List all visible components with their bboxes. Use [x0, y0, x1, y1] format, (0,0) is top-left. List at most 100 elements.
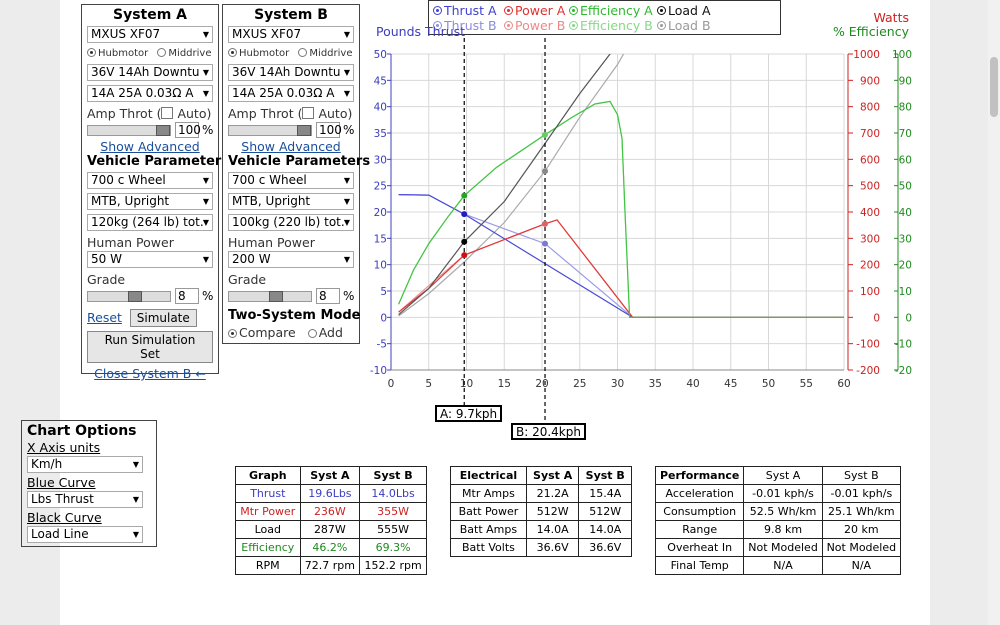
- chevron-down-icon: ▼: [132, 460, 139, 469]
- legend-power-b[interactable]: Power B: [504, 18, 565, 33]
- throttle-slider-a[interactable]: [87, 125, 171, 136]
- auto-label-b: Auto): [318, 106, 353, 121]
- table-cell: Not Modeled: [743, 538, 823, 557]
- bike-type-select-b[interactable]: MTB, Upright ▼: [228, 193, 354, 210]
- bike-type-select-a[interactable]: MTB, Upright ▼: [87, 193, 213, 210]
- chevron-down-icon: ▼: [202, 218, 209, 227]
- throttle-slider-handle-a[interactable]: [156, 125, 170, 136]
- chart-options-title: Chart Options: [27, 423, 137, 439]
- table-row: Consumption 52.5 Wh/km 25.1 Wh/km: [654, 502, 902, 521]
- chevron-down-icon: ▼: [343, 197, 350, 206]
- simulate-button[interactable]: Simulate: [129, 309, 197, 327]
- chart-options-panel: Chart Options X Axis units Km/h ▼ Blue Cu…: [21, 420, 157, 547]
- legend-load-b[interactable]: Load B: [657, 18, 711, 33]
- hubmotor-radio-a[interactable]: [87, 48, 96, 57]
- middrive-label-a: Middrive: [168, 48, 212, 59]
- grade-input-a[interactable]: 8: [175, 288, 199, 304]
- controller-select-a[interactable]: 14A 25A 0.03Ω A ▼: [87, 85, 213, 102]
- hubmotor-radio-b[interactable]: [228, 48, 237, 57]
- motor-select-a[interactable]: MXUS XF07 ▼: [87, 26, 213, 43]
- run-simulation-set-button[interactable]: Run Simulation Set: [87, 331, 213, 363]
- legend-thrust-b[interactable]: Thrust B: [433, 18, 497, 33]
- show-advanced-link-b[interactable]: Show Advanced: [241, 139, 341, 154]
- weight-select-b[interactable]: 100kg (220 lb) tot. ▼: [228, 214, 354, 231]
- table-cell: N/A: [743, 556, 823, 575]
- legend-thrust-a[interactable]: Thrust A: [433, 3, 497, 18]
- black-curve-select[interactable]: Load Line ▼: [27, 526, 143, 543]
- middrive-label-b: Middrive: [309, 48, 353, 59]
- auto-throttle-checkbox-a[interactable]: [161, 107, 174, 119]
- table-cell: 25.1 Wh/km: [821, 502, 902, 521]
- controller-select-b[interactable]: 14A 25A 0.03Ω A ▼: [228, 85, 354, 102]
- motor-select-b[interactable]: MXUS XF07 ▼: [228, 26, 354, 43]
- wheel-select-a[interactable]: 700 c Wheel ▼: [87, 172, 213, 189]
- reset-link[interactable]: Reset: [87, 310, 122, 325]
- scrollbar[interactable]: [988, 0, 1000, 625]
- table-cell: Overheat In: [654, 538, 745, 557]
- grade-slider-a[interactable]: [87, 291, 171, 302]
- table-cell: Efficiency: [235, 538, 301, 557]
- table-cell: 555W: [359, 520, 427, 539]
- legend-load-a[interactable]: Load A: [657, 3, 711, 18]
- table-cell: 512W: [525, 502, 580, 521]
- human-power-select-a[interactable]: 50 W ▼: [87, 251, 213, 268]
- table-cell: 287W: [299, 520, 361, 539]
- legend-power-a[interactable]: Power A: [504, 3, 565, 18]
- vehicle-parameters-heading-b: Vehicle Parameters: [228, 154, 371, 169]
- throttle-label-a: Amp Throt (: [87, 106, 162, 121]
- compare-radio[interactable]: [228, 329, 237, 338]
- efficiency-b-radio-icon: [569, 21, 578, 30]
- close-system-b-link[interactable]: Close System B ←: [94, 366, 206, 381]
- table-cell: Acceleration: [654, 484, 745, 503]
- legend-efficiency-b[interactable]: Efficiency B: [569, 18, 653, 33]
- table-row: Range 9.8 km 20 km: [654, 520, 902, 539]
- x-axis-units-select[interactable]: Km/h ▼: [27, 456, 143, 473]
- chevron-down-icon: ▼: [202, 68, 209, 77]
- table-row: Mtr Power 236W 355W: [235, 502, 427, 521]
- efficiency-a-radio-icon: [569, 6, 578, 15]
- table-cell: 512W: [578, 502, 632, 521]
- table-header-row: Performance Syst A Syst B: [654, 466, 902, 485]
- throttle-input-b[interactable]: 100: [316, 122, 342, 138]
- grade-slider-row-a: 8 %: [87, 287, 213, 305]
- scrollbar-thumb[interactable]: [990, 57, 998, 117]
- table-cell: Load: [235, 520, 301, 539]
- grade-slider-handle-b[interactable]: [269, 291, 283, 302]
- two-system-mode-radios: Compare Add: [228, 325, 354, 340]
- weight-select-a[interactable]: 120kg (264 lb) tot. ▼: [87, 214, 213, 231]
- table-header-row: Electrical Syst A Syst B: [450, 466, 632, 485]
- auto-throttle-checkbox-b[interactable]: [302, 107, 315, 119]
- table-row: Overheat In Not Modeled Not Modeled: [654, 538, 902, 557]
- table-row: Batt Amps 14.0A 14.0A: [450, 520, 632, 539]
- table-row: Batt Volts 36.6V 36.6V: [450, 538, 632, 557]
- chart-legend: Thrust A Power A Efficiency A Load A Thr…: [428, 0, 781, 35]
- add-radio[interactable]: [307, 329, 317, 338]
- table-cell: Mtr Amps: [450, 484, 527, 503]
- blue-curve-select[interactable]: Lbs Thrust ▼: [27, 491, 143, 508]
- grade-slider-b[interactable]: [228, 291, 312, 302]
- human-power-label-a: Human Power: [87, 235, 174, 250]
- human-power-select-a-value: 50 W: [91, 252, 122, 266]
- chevron-down-icon: ▼: [132, 530, 139, 539]
- wheel-select-b[interactable]: 700 c Wheel ▼: [228, 172, 354, 189]
- marker-a-label[interactable]: A: 9.7kph: [435, 405, 503, 422]
- throttle-slider-handle-b[interactable]: [297, 125, 311, 136]
- battery-select-a[interactable]: 36V 14Ah Downtu ▼: [87, 64, 213, 81]
- legend-efficiency-a[interactable]: Efficiency A: [569, 3, 653, 18]
- middrive-radio-b[interactable]: [298, 48, 308, 57]
- throttle-slider-b[interactable]: [228, 125, 312, 136]
- middrive-radio-a[interactable]: [157, 48, 167, 57]
- load-a-radio-icon: [657, 6, 666, 15]
- throttle-unit-a: %: [202, 123, 214, 137]
- blue-curve-label: Blue Curve: [27, 475, 96, 490]
- motor-select-b-value: MXUS XF07: [232, 27, 302, 41]
- battery-select-b[interactable]: 36V 14Ah Downtu ▼: [228, 64, 354, 81]
- show-advanced-link-a[interactable]: Show Advanced: [100, 139, 200, 154]
- grade-slider-handle-a[interactable]: [128, 291, 142, 302]
- human-power-select-b[interactable]: 200 W ▼: [228, 251, 354, 268]
- grade-input-b[interactable]: 8: [316, 288, 340, 304]
- marker-b-label[interactable]: B: 20.4kph: [511, 423, 586, 440]
- table-cell: 355W: [359, 502, 427, 521]
- system-b-panel: System B MXUS XF07 ▼ Hubmotor Middrive 36…: [222, 4, 371, 344]
- throttle-input-a[interactable]: 100: [175, 122, 201, 138]
